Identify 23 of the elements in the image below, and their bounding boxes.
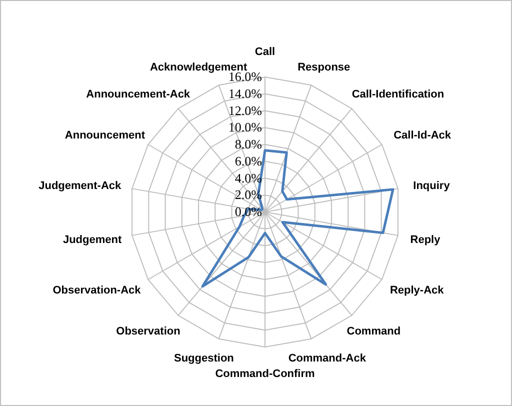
spoke-label: Call-Identification bbox=[352, 88, 444, 100]
spoke-label: Judgement-Ack bbox=[38, 180, 122, 192]
spoke-label: Observation bbox=[116, 326, 181, 338]
y-tick-label: 8.0% bbox=[234, 136, 262, 152]
spoke-label: Response bbox=[298, 61, 350, 74]
spoke-label: Acknowledgement bbox=[150, 61, 248, 74]
spoke-label: Command-Ack bbox=[288, 352, 367, 365]
spoke-label: Inquiry bbox=[413, 180, 451, 192]
y-tick-label: 12.0% bbox=[228, 102, 262, 118]
spoke-label: Call bbox=[254, 46, 276, 58]
spoke-label: Command-Confirm bbox=[215, 368, 316, 380]
spoke-label: Observation-Ack bbox=[52, 284, 142, 296]
spoke-label: Announcement bbox=[64, 130, 146, 142]
spoke-label: Judgement bbox=[62, 234, 122, 246]
spoke-label: Command bbox=[346, 326, 401, 338]
spoke-label: Suggestion bbox=[174, 352, 234, 365]
y-tick-label: 10.0% bbox=[228, 120, 262, 135]
spoke-label: Announcement-Ack bbox=[86, 88, 191, 100]
y-tick-label: 14.0% bbox=[228, 86, 262, 101]
spoke-label: Call-Id-Ack bbox=[394, 130, 452, 142]
spoke-label: Reply-Ack bbox=[390, 284, 445, 296]
spoke-label: Reply bbox=[410, 234, 442, 246]
y-tick-label: 6.0% bbox=[234, 153, 262, 168]
